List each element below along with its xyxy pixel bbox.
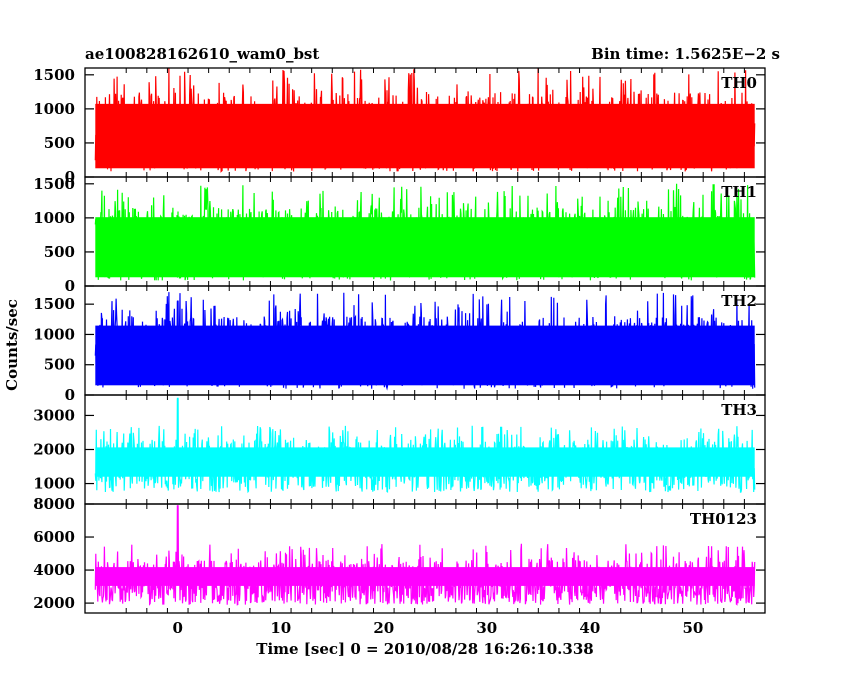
y-tick-label-th0123: 4000 bbox=[33, 561, 75, 579]
y-tick-label-th2: 1500 bbox=[33, 295, 75, 313]
y-tick-label-th1: 1500 bbox=[33, 175, 75, 193]
x-tick-label: 0 bbox=[173, 619, 183, 637]
series-band-th3 bbox=[95, 447, 755, 477]
y-axis-label: Counts/sec bbox=[3, 299, 21, 391]
x-tick-label: 10 bbox=[270, 619, 291, 637]
y-tick-label-th3: 2000 bbox=[33, 441, 75, 459]
y-tick-label-th2: 1000 bbox=[33, 325, 75, 343]
y-tick-label-th1: 500 bbox=[44, 243, 75, 261]
panel-label-th2: TH2 bbox=[721, 292, 757, 310]
y-tick-label-th0: 1000 bbox=[33, 100, 75, 118]
x-tick-label: 40 bbox=[579, 619, 600, 637]
y-tick-label-th3: 3000 bbox=[33, 406, 75, 424]
y-tick-label-th2: 0 bbox=[65, 386, 75, 404]
y-tick-label-th0123: 6000 bbox=[33, 528, 75, 546]
x-tick-label: 30 bbox=[476, 619, 497, 637]
chart-title: ae100828162610_wam0_bst bbox=[85, 45, 319, 63]
series-band-th0123 bbox=[95, 567, 755, 586]
y-tick-label-th1: 1000 bbox=[33, 209, 75, 227]
series-band-th1 bbox=[95, 217, 755, 278]
series-band-th0 bbox=[95, 103, 755, 169]
panel-frame-th0123 bbox=[84, 503, 766, 614]
series-th0123 bbox=[94, 505, 756, 606]
panel-label-th0123: TH0123 bbox=[690, 510, 757, 528]
y-tick-label-th1: 0 bbox=[65, 277, 75, 295]
panel-label-th3: TH3 bbox=[721, 401, 757, 419]
y-tick-label-th3: 1000 bbox=[33, 475, 75, 493]
x-axis-label: Time [sec] 0 = 2010/08/28 16:26:10.338 bbox=[256, 640, 593, 658]
series-th3 bbox=[94, 397, 756, 494]
y-tick-label-th0: 500 bbox=[44, 134, 75, 152]
x-tick-label: 50 bbox=[682, 619, 703, 637]
y-tick-label-th0123: 2000 bbox=[33, 594, 75, 612]
y-tick-label-th0123: 8000 bbox=[33, 495, 75, 513]
y-tick-label-th0: 1500 bbox=[33, 66, 75, 84]
y-tick-label-th2: 500 bbox=[44, 356, 75, 374]
panel-label-th1: TH1 bbox=[721, 183, 757, 201]
bin-time-label: Bin time: 1.5625E−2 s bbox=[591, 45, 780, 63]
panel-label-th0: TH0 bbox=[721, 74, 757, 92]
y-tick-label-th0: 0 bbox=[65, 168, 75, 186]
series-band-th2 bbox=[95, 325, 755, 386]
x-tick-label: 20 bbox=[373, 619, 394, 637]
